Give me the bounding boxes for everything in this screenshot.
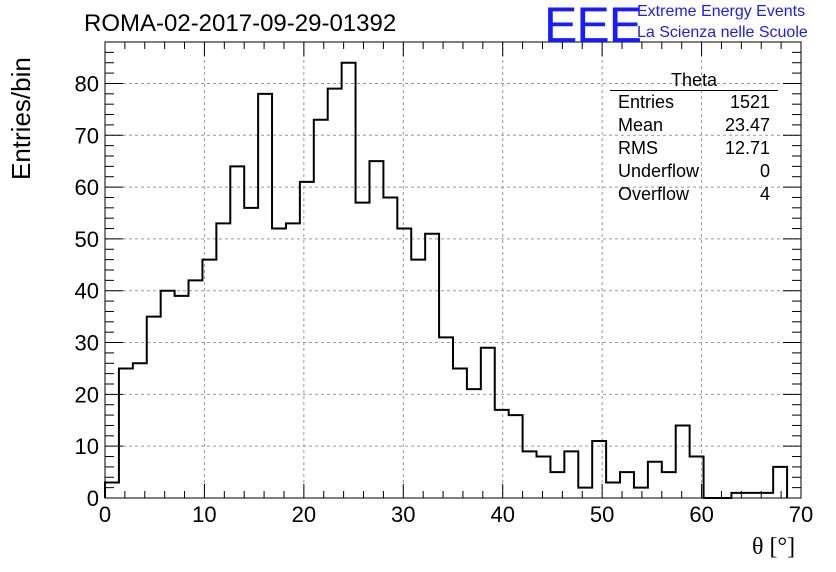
y-tick-label: 0 <box>87 486 99 511</box>
y-tick-label: 50 <box>75 227 99 252</box>
y-tick-label: 40 <box>75 279 99 304</box>
x-tick-label: 0 <box>99 502 111 527</box>
chart-title: ROMA-02-2017-09-29-01392 <box>84 10 397 37</box>
y-tick-label: 30 <box>75 331 99 356</box>
stats-row-underflow: Underflow 0 <box>610 160 778 183</box>
stats-value: 12.71 <box>724 138 770 158</box>
stats-title: Theta <box>610 70 778 91</box>
axis-ticks <box>104 41 802 499</box>
y-tick-labels: 0 10 20 30 40 50 60 70 80 <box>75 71 99 511</box>
stats-row-rms: RMS 12.71 <box>610 137 778 160</box>
stats-label: Entries <box>618 92 675 112</box>
y-tick-label: 60 <box>75 175 99 200</box>
histogram-series-line <box>104 61 789 499</box>
x-tick-labels: 0 10 20 30 40 50 60 70 <box>99 502 813 527</box>
stats-value: 4 <box>759 184 770 204</box>
eee-logo: EEE <box>544 0 642 53</box>
stats-label: Mean <box>618 115 664 135</box>
stats-row-mean: Mean 23.47 <box>610 114 778 137</box>
x-tick-label: 10 <box>192 502 216 527</box>
stats-value: 1521 <box>729 92 770 112</box>
x-tick-label: 70 <box>789 502 813 527</box>
stats-row-overflow: Overflow 4 <box>610 183 778 206</box>
y-tick-label: 10 <box>75 434 99 459</box>
grid-lines <box>105 42 801 498</box>
stats-label: RMS <box>618 138 658 158</box>
y-tick-label: 20 <box>75 382 99 407</box>
logo-line-2: La Scienza nelle Scuole <box>637 24 808 41</box>
x-axis-label: θ [°] <box>752 534 796 560</box>
stats-box: Theta Entries 1521 Mean 23.47 RMS 12.71 … <box>610 70 778 206</box>
stats-value: 0 <box>759 161 770 181</box>
stats-label: Underflow <box>618 161 700 181</box>
y-tick-label: 80 <box>75 71 99 96</box>
x-tick-label: 60 <box>689 502 713 527</box>
x-tick-label: 20 <box>292 502 316 527</box>
x-tick-label: 40 <box>490 502 514 527</box>
stats-value: 23.47 <box>724 115 770 135</box>
x-tick-label: 50 <box>590 502 614 527</box>
x-tick-label: 30 <box>391 502 415 527</box>
stats-label: Overflow <box>618 184 690 204</box>
stats-row-entries: Entries 1521 <box>610 91 778 114</box>
logo-line-1: Extreme Energy Events <box>637 3 806 20</box>
y-axis-label: Entries/bin <box>6 57 36 180</box>
y-tick-label: 70 <box>75 123 99 148</box>
